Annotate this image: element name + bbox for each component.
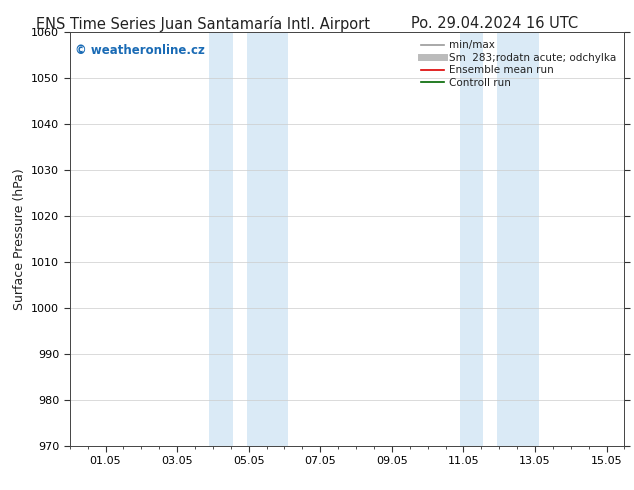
- Bar: [460, 32, 483, 446]
- Text: © weatheronline.cz: © weatheronline.cz: [75, 44, 205, 57]
- Y-axis label: Surface Pressure (hPa): Surface Pressure (hPa): [13, 168, 25, 310]
- Bar: [498, 32, 539, 446]
- Bar: [209, 32, 233, 446]
- Text: Po. 29.04.2024 16 UTC: Po. 29.04.2024 16 UTC: [411, 16, 578, 31]
- Legend: min/max, Sm  283;rodatn acute; odchylka, Ensemble mean run, Controll run: min/max, Sm 283;rodatn acute; odchylka, …: [418, 37, 619, 91]
- Bar: [247, 32, 288, 446]
- Text: ENS Time Series Juan Santamaría Intl. Airport: ENS Time Series Juan Santamaría Intl. Ai…: [36, 16, 370, 32]
